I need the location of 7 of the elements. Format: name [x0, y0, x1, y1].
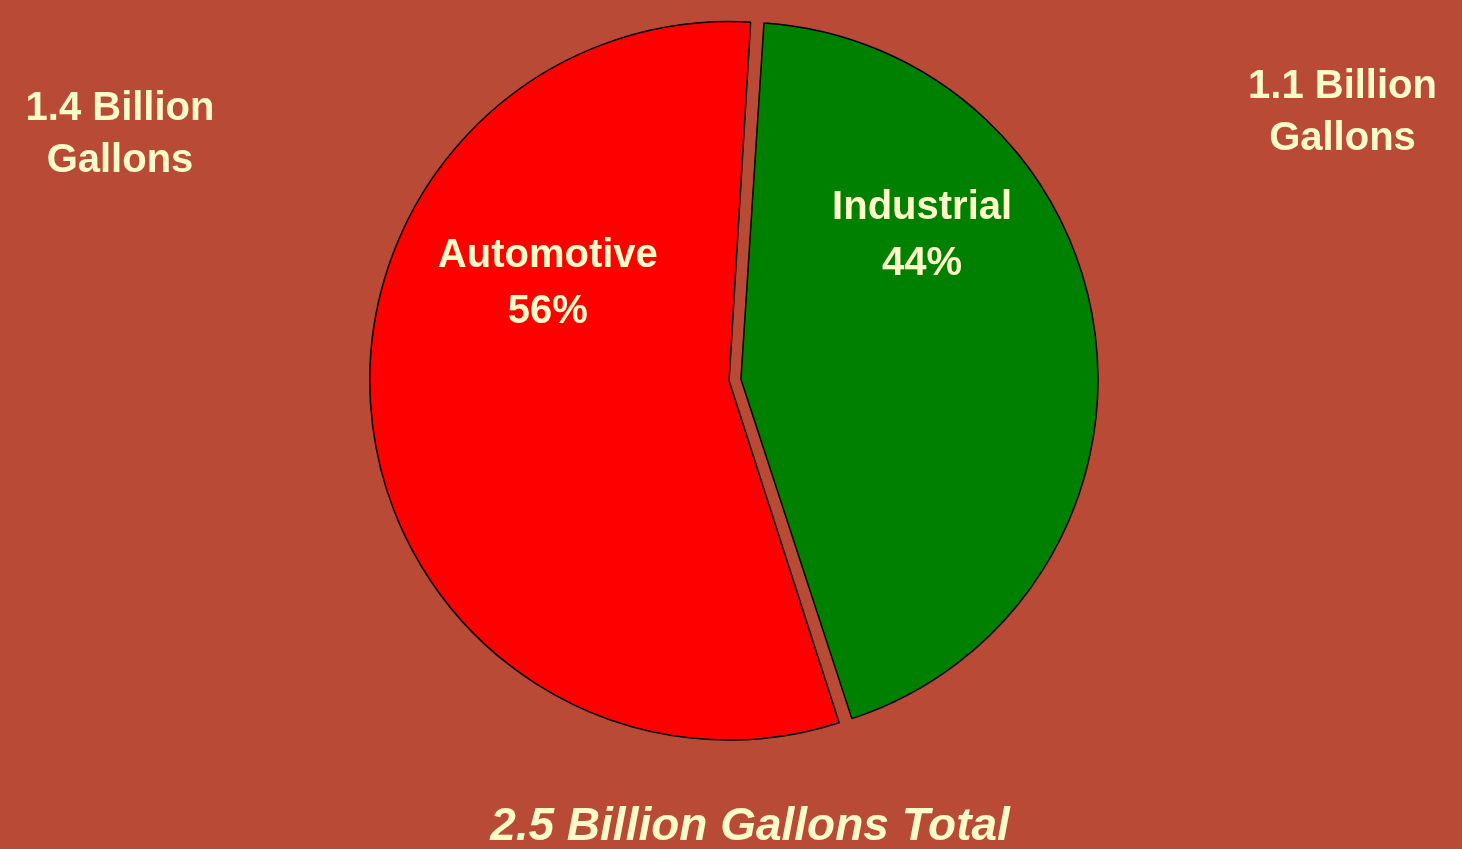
- text: 1.1 Billion Gallons: [1247, 61, 1438, 160]
- data-label: 44%: [882, 239, 963, 284]
- text: 2.5 Billion Gallons Total: [488, 797, 1012, 849]
- text: 1.4 Billion Gallons: [24, 83, 216, 182]
- data-label: 56%: [507, 286, 588, 331]
- slice-label: Automotive: [437, 230, 658, 275]
- slice-label: Industrial: [832, 183, 1013, 228]
